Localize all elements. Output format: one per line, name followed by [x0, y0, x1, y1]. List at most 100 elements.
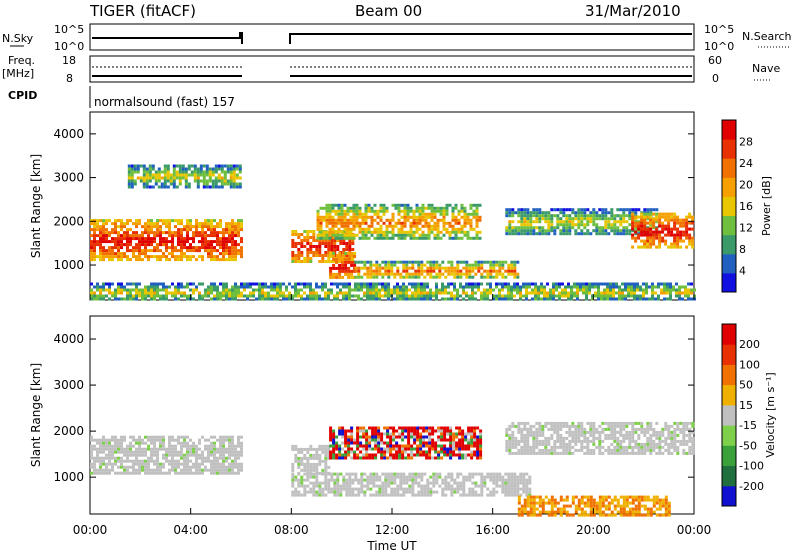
echo-cell [553, 229, 557, 233]
echo-cell [583, 436, 587, 440]
echo-cell [162, 219, 165, 223]
echo-cell [172, 176, 176, 180]
echo-cell [129, 441, 132, 445]
echo-cell [595, 223, 599, 227]
echo-cell [467, 432, 471, 436]
echo-cell [556, 424, 560, 428]
echo-cell [207, 246, 210, 250]
echo-cell [211, 182, 215, 186]
echo-cell [568, 445, 572, 449]
echo-cell [114, 462, 117, 466]
echo-cell [422, 429, 426, 433]
echo-cell [373, 212, 377, 216]
echo-cell [344, 438, 348, 442]
echo-cell [667, 230, 671, 234]
echo-cell [199, 164, 203, 168]
echo-cell [618, 297, 621, 301]
echo-cell [419, 438, 423, 442]
echo-cell [337, 212, 341, 216]
echo-cell [610, 223, 614, 227]
echo-cell [541, 448, 545, 452]
echo-cell [297, 447, 301, 451]
echo-cell [318, 245, 322, 248]
echo-cell [562, 421, 566, 425]
echo-cell [135, 441, 138, 445]
echo-cell [381, 490, 385, 494]
echo-cell [592, 430, 596, 434]
echo-cell [195, 249, 198, 253]
echo-cell [538, 211, 542, 215]
echo-cell [423, 297, 426, 301]
echo-cell [586, 448, 590, 452]
echo-cell [129, 237, 132, 241]
echo-cell [507, 282, 510, 286]
echo-cell [399, 481, 403, 485]
echo-cell [443, 435, 447, 439]
echo-cell [477, 282, 480, 286]
echo-cell [673, 212, 677, 216]
echo-cell [309, 490, 313, 494]
echo-cell [466, 233, 470, 237]
echo-cell [520, 436, 524, 440]
echo-cell [355, 206, 359, 210]
echo-cell [335, 257, 339, 261]
echo-cell [666, 282, 669, 286]
echo-cell [469, 203, 473, 207]
echo-cell [338, 432, 342, 436]
echo-cell [456, 260, 460, 264]
echo-cell [419, 453, 423, 457]
echo-cell [435, 285, 438, 289]
echo-cell [567, 291, 570, 295]
echo-cell [643, 239, 647, 243]
echo-cell [637, 227, 641, 231]
echo-cell [114, 441, 117, 445]
echo-cell [438, 263, 442, 267]
echo-cell [240, 255, 243, 259]
echo-cell [169, 182, 173, 186]
echo-cell [180, 237, 183, 241]
echo-cell [174, 447, 177, 451]
echo-cell [90, 465, 93, 469]
echo-cell [412, 233, 416, 237]
echo-cell [556, 214, 560, 218]
echo-cell [615, 282, 618, 286]
echo-cell [510, 266, 514, 270]
echo-cell [294, 487, 298, 491]
echo-cell [204, 243, 207, 247]
echo-cell [300, 251, 304, 254]
echo-cell [177, 459, 180, 463]
echo-cell [580, 211, 584, 215]
echo-cell [234, 252, 237, 256]
echo-cell [643, 233, 647, 237]
echo-cell [180, 240, 183, 244]
echo-cell [231, 246, 234, 250]
echo-cell [384, 294, 387, 298]
echo-cell [495, 282, 498, 286]
echo-cell [404, 444, 408, 448]
echo-cell [583, 427, 587, 431]
echo-cell [340, 206, 344, 210]
echo-cell [385, 206, 389, 210]
echo-cell [384, 282, 387, 286]
echo-cell [156, 288, 159, 292]
echo-cell [183, 471, 186, 475]
echo-cell [120, 234, 123, 238]
echo-cell [449, 435, 453, 439]
echo-cell [189, 450, 192, 454]
echo-cell [225, 252, 228, 256]
echo-cell [688, 236, 692, 240]
echo-cell [381, 275, 385, 279]
echo-cell [573, 294, 576, 298]
echo-cell [520, 430, 524, 434]
echo-cell [225, 456, 228, 460]
echo-cell [171, 234, 174, 238]
echo-cell [144, 441, 147, 445]
echo-cell [338, 444, 342, 448]
echo-cell [365, 447, 369, 451]
echo-cell [133, 167, 137, 171]
echo-cell [428, 450, 432, 454]
echo-cell [309, 291, 312, 295]
echo-cell [180, 255, 183, 259]
echo-cell [114, 240, 117, 244]
echo-cell [376, 236, 380, 240]
